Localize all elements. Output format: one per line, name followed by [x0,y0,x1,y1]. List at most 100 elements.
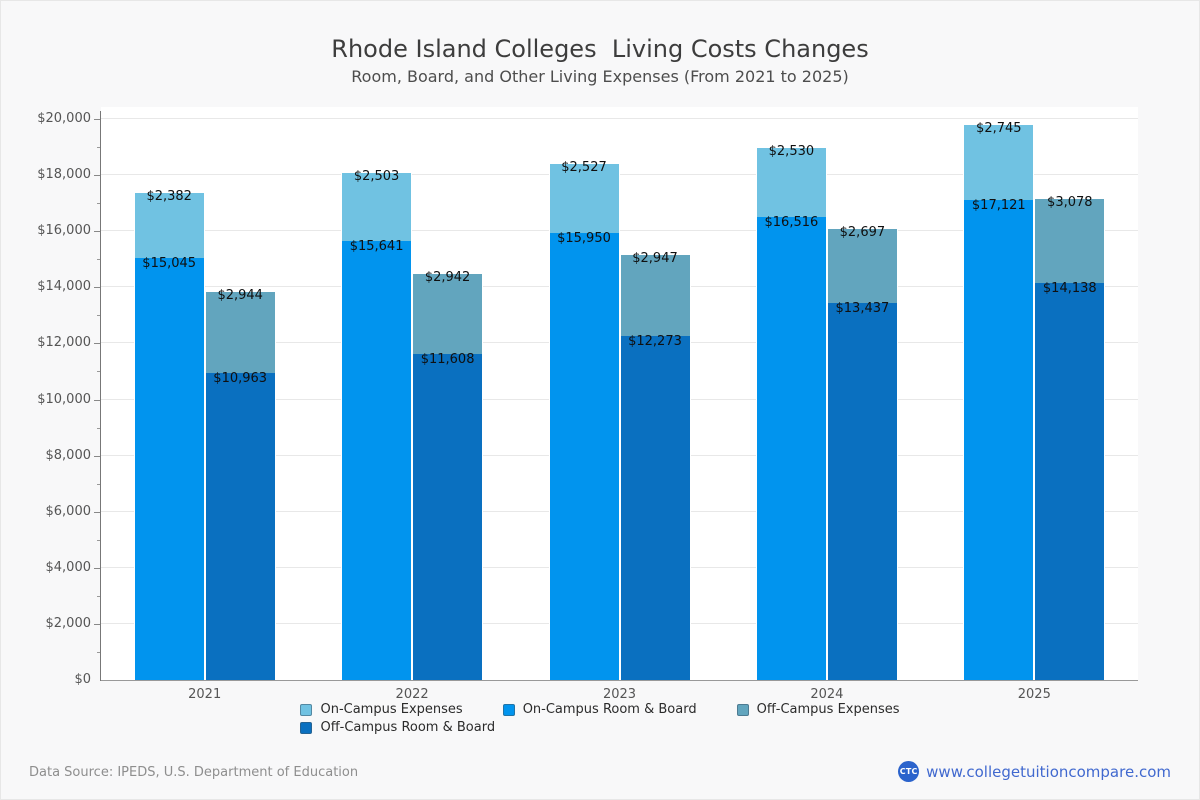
bar-segment-on_campus_expenses-2024[interactable] [756,145,826,217]
bar-segment-off_campus_room_board-2023[interactable] [620,335,690,680]
bar-segment-on_campus_room_board-2025[interactable] [964,199,1034,680]
plot-area: $15,045 $2,382 $10,963 $2,944 $15,641 $2,503 $… [101,107,1138,680]
bar-value-label: $17,121 [971,197,1026,213]
legend-swatch-icon [736,703,749,716]
y-minor-tick [97,147,101,149]
bar-off_campus-2023[interactable]: $12,273 $2,947 [619,251,691,680]
y-major-tick [94,399,101,401]
bar-segment-off_campus_expenses-2021[interactable] [205,289,275,373]
bar-value-label: $3,078 [1047,195,1093,211]
bar-segment-off_campus_room_board-2021[interactable] [205,372,275,680]
y-minor-tick [97,315,101,317]
bar-segment-on_campus_room_board-2021[interactable] [134,258,204,680]
bar-segment-off_campus_room_board-2024[interactable] [827,303,897,680]
bar-segment-on_campus_expenses-2021[interactable] [134,191,204,258]
legend-label: On-Campus Expenses [320,702,463,717]
x-tick-label-2023: 2023 [602,687,637,702]
bar-segment-on_campus_room_board-2024[interactable] [756,216,826,680]
bar-value-label: $2,530 [768,143,815,159]
bar-on_campus-2024[interactable]: $16,516 $2,530 [755,144,827,680]
y-minor-tick [97,427,101,429]
bar-value-label: $16,516 [764,214,819,230]
legend-swatch-icon [502,703,515,716]
bar-value-label: $14,138 [1042,281,1097,297]
y-tick-label: $6,000 [45,503,92,519]
x-axis-line [101,680,1138,681]
chart-legend: On-Campus Expenses On-Campus Room & Board… [1,702,1199,735]
bar-segment-on_campus_expenses-2023[interactable] [549,161,619,233]
bar-value-label: $2,382 [146,189,192,205]
legend-label: On-Campus Room & Board [522,702,697,717]
legend-item-off_campus_expenses[interactable]: Off-Campus Expenses [736,702,900,717]
bar-value-label: $2,697 [839,225,886,241]
bar-value-label: $2,503 [353,169,400,185]
chart-subtitle: Room, Board, and Other Living Expenses (… [351,67,849,86]
ctc-logo-icon: CTC [898,761,920,782]
x-tick-label-2022: 2022 [395,687,429,702]
bar-segment-off_campus_expenses-2022[interactable] [413,271,483,355]
bar-off_campus-2025[interactable]: $14,138 $3,078 [1034,195,1106,680]
y-minor-tick [97,259,101,261]
legend-label: Off-Campus Expenses [756,702,900,717]
y-minor-tick [97,371,101,373]
y-minor-tick [97,539,101,541]
y-major-tick [94,511,101,513]
y-major-tick [94,175,101,177]
y-tick-label: $8,000 [45,447,92,463]
legend-swatch-icon [300,721,313,734]
bar-value-label: $11,608 [420,352,475,368]
gridline [101,174,1138,176]
bar-off_campus-2021[interactable]: $10,963 $2,944 [204,288,276,680]
bar-value-label: $2,942 [424,269,471,285]
bar-segment-on_campus_room_board-2023[interactable] [549,232,619,680]
y-major-tick [94,567,101,569]
x-tick-label-2024: 2024 [810,687,844,702]
y-tick-label: $20,000 [37,111,91,126]
legend-item-on_campus_room_board[interactable]: On-Campus Room & Board [502,702,697,717]
bar-value-label: $13,437 [835,301,890,317]
y-major-tick [94,455,101,457]
x-tick-label-2021: 2021 [188,687,222,702]
y-minor-tick [97,651,101,653]
y-major-tick [94,287,101,289]
y-tick-label: $16,000 [37,223,91,239]
bar-segment-off_campus_room_board-2025[interactable] [1035,283,1105,680]
y-major-tick [94,343,101,345]
bar-segment-on_campus_expenses-2022[interactable] [342,171,412,242]
bar-value-label: $2,947 [632,251,678,267]
bar-on_campus-2023[interactable]: $15,950 $2,527 [548,160,620,680]
bar-on_campus-2022[interactable]: $15,641 $2,503 [341,169,413,680]
bar-segment-on_campus_expenses-2025[interactable] [964,122,1034,200]
legend-label: Off-Campus Room & Board [320,720,496,735]
legend-item-on_campus_expenses[interactable]: On-Campus Expenses [300,702,463,717]
bar-off_campus-2022[interactable]: $11,608 $2,942 [412,270,484,680]
y-tick-label: $10,000 [37,391,91,407]
bar-value-label: $15,641 [349,239,404,255]
y-major-tick [94,119,101,120]
y-tick-label: $0 [74,672,91,687]
bar-value-label: $15,045 [142,256,197,271]
gridline [101,230,1138,232]
y-minor-tick [97,595,101,597]
y-axis-line [100,111,101,681]
legend-item-off_campus_room_board[interactable]: Off-Campus Room & Board [300,720,495,735]
y-tick-label: $18,000 [37,167,91,183]
y-tick-label: $4,000 [45,559,92,575]
bar-segment-off_campus_room_board-2022[interactable] [413,354,483,680]
brand-link[interactable]: CTC www.collegetuitioncompare.com [898,761,1171,782]
bar-value-label: $12,273 [628,333,682,349]
bar-segment-off_campus_expenses-2023[interactable] [620,253,690,336]
bar-off_campus-2024[interactable]: $13,437 $2,697 [826,225,898,680]
y-tick-label: $12,000 [37,335,91,351]
bar-segment-off_campus_expenses-2024[interactable] [827,227,897,304]
legend-swatch-icon [300,703,313,716]
brand-url-text[interactable]: www.collegetuitioncompare.com [926,762,1171,781]
y-tick-label: $14,000 [37,279,91,295]
bar-segment-off_campus_expenses-2025[interactable] [1035,197,1105,284]
bar-value-label: $10,963 [213,370,268,386]
bar-segment-on_campus_room_board-2022[interactable] [342,241,412,680]
bar-on_campus-2021[interactable]: $15,045 $2,382 [133,189,205,680]
y-major-tick [94,623,101,625]
bar-on_campus-2025[interactable]: $17,121 $2,745 [963,121,1035,680]
